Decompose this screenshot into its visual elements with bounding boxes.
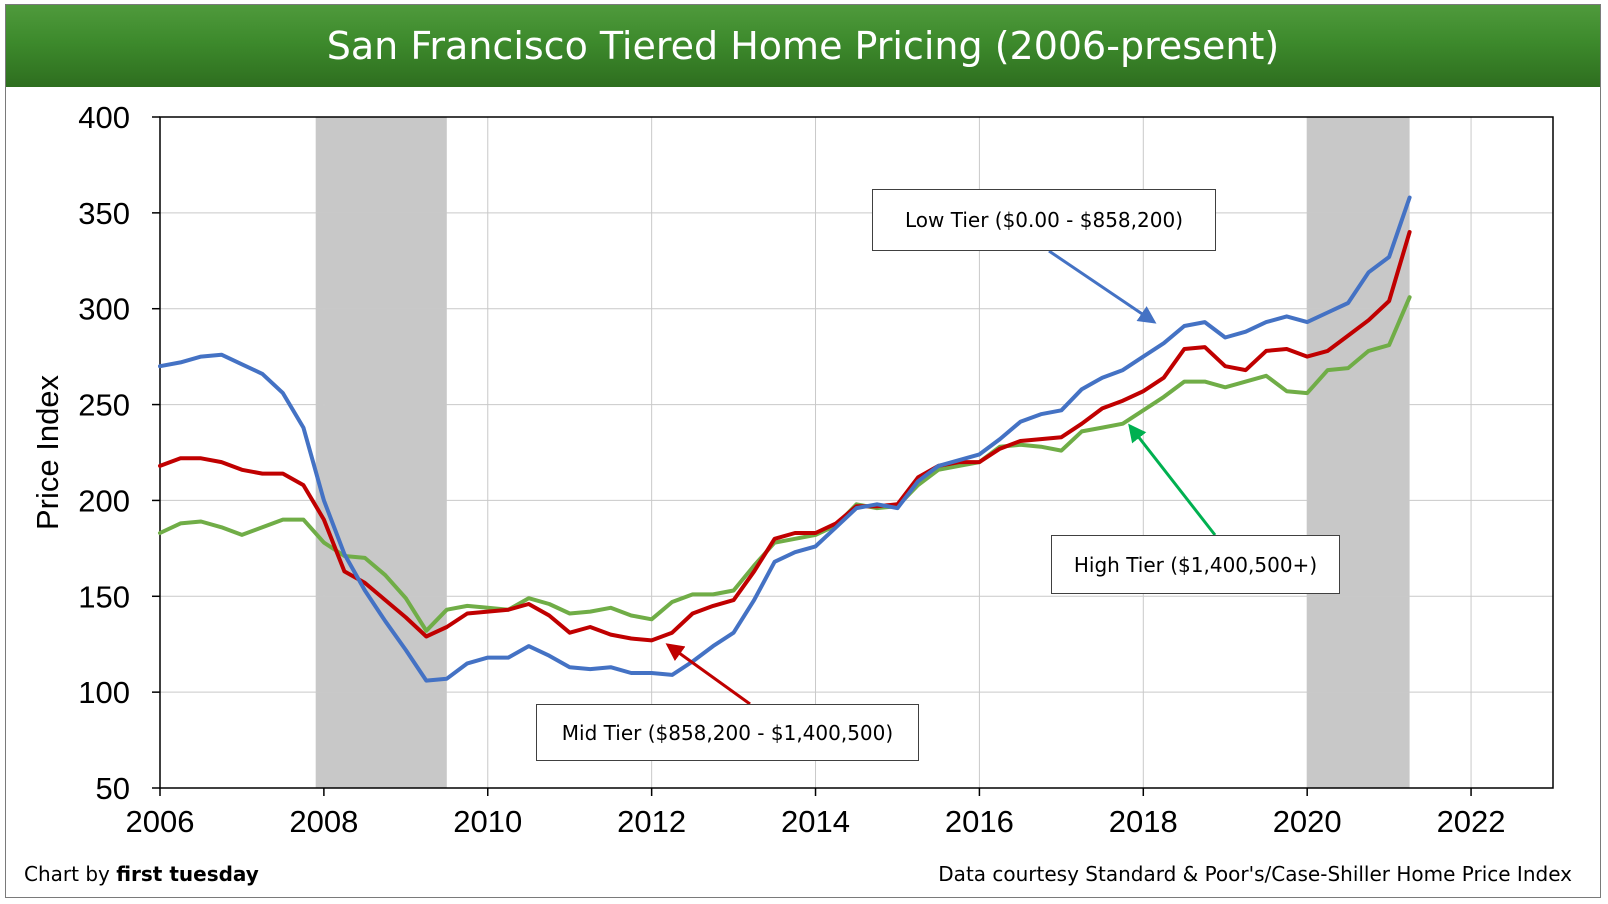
x-tick-label: 2018 xyxy=(1109,804,1178,839)
annotation-arrows xyxy=(665,249,1217,706)
low-tier-arrow xyxy=(1048,249,1157,324)
low-tier-annotation-text: Low Tier ($0.00 - $858,200) xyxy=(904,208,1183,232)
chart-title: San Francisco Tiered Home Pricing (2006-… xyxy=(326,24,1280,68)
plot-area-border xyxy=(159,116,1554,789)
mid-tier-annotation-text: Mid Tier ($858,200 - $1,400,500) xyxy=(561,720,894,745)
high-tier-arrow xyxy=(1128,423,1217,536)
credit-prefix: Chart by xyxy=(24,862,110,886)
mid-tier-arrow xyxy=(665,643,751,706)
series-lines xyxy=(158,195,1412,683)
y-tick-label: 350 xyxy=(78,196,130,231)
x-tick-label: 2016 xyxy=(945,804,1014,839)
chart-title-bar: San Francisco Tiered Home Pricing (2006-… xyxy=(6,5,1600,87)
low-tier-line xyxy=(158,195,1412,683)
y-tick-label: 300 xyxy=(78,292,130,327)
high-tier-annotation-text: High Tier ($1,400,500+) xyxy=(1073,552,1318,577)
chart-credit: Chart by first tuesday xyxy=(24,862,259,886)
y-tick-label: 250 xyxy=(78,388,130,423)
x-tick-label: 2020 xyxy=(1273,804,1342,839)
x-tick-label: 2022 xyxy=(1437,804,1506,839)
mid-tier-annotation: Mid Tier ($858,200 - $1,400,500) xyxy=(536,704,919,761)
y-axis-label: Price Index xyxy=(30,374,65,530)
y-tick-label: 150 xyxy=(78,579,130,614)
x-tick-label: 2012 xyxy=(617,804,686,839)
x-tick-label: 2010 xyxy=(453,804,522,839)
y-tick-label: 200 xyxy=(78,483,130,518)
x-tick-label: 2008 xyxy=(289,804,358,839)
high-tier-line xyxy=(158,295,1412,633)
mid-tier-line xyxy=(158,230,1412,643)
y-tick-label: 400 xyxy=(78,100,130,135)
high-tier-annotation: High Tier ($1,400,500+) xyxy=(1051,535,1340,594)
x-tick-label: 2006 xyxy=(126,804,195,839)
y-tick-label: 50 xyxy=(96,771,130,806)
axis-ticks: 50 100 150 200 250 300 350 400 2006 2008 2010 2012 2… xyxy=(78,100,1505,839)
y-tick-label: 100 xyxy=(78,675,130,710)
low-tier-annotation: Low Tier ($0.00 - $858,200) xyxy=(872,189,1216,251)
credit-brand: first tuesday xyxy=(116,862,259,886)
recession-band-2 xyxy=(1307,117,1410,788)
chart-frame xyxy=(5,4,1601,898)
data-source: Data courtesy Standard & Poor's/Case-Shi… xyxy=(938,862,1572,886)
recession-band-1 xyxy=(315,117,447,788)
x-tick-label: 2014 xyxy=(781,804,850,839)
recession-bands xyxy=(315,117,1410,788)
